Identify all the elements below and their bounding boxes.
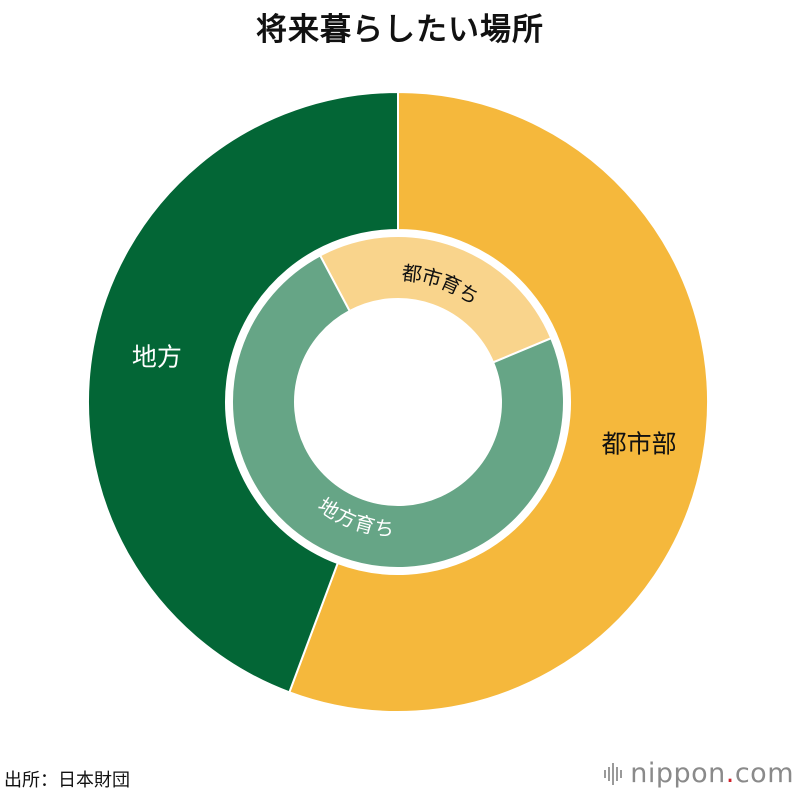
- chart-title: 将来暮らしたい場所: [256, 12, 544, 48]
- brand-logo[interactable]: nippon.com: [604, 758, 794, 789]
- slice-label-local: 地方: [132, 342, 182, 371]
- brand-wordmark: nippon.com: [630, 758, 794, 789]
- brand-tld: com: [734, 758, 794, 789]
- brand-dot: .: [725, 758, 735, 789]
- slice-label-urban: 都市部: [602, 430, 677, 459]
- slice-urban-raised: [318, 235, 553, 364]
- nippon-logo-icon: [604, 762, 623, 786]
- brand-name: nippon: [630, 758, 726, 789]
- source-note: 出所：日本財団: [4, 770, 130, 791]
- slice-local: [87, 90, 399, 694]
- slice-local-raised: [231, 254, 565, 569]
- slice-urban: [288, 90, 709, 713]
